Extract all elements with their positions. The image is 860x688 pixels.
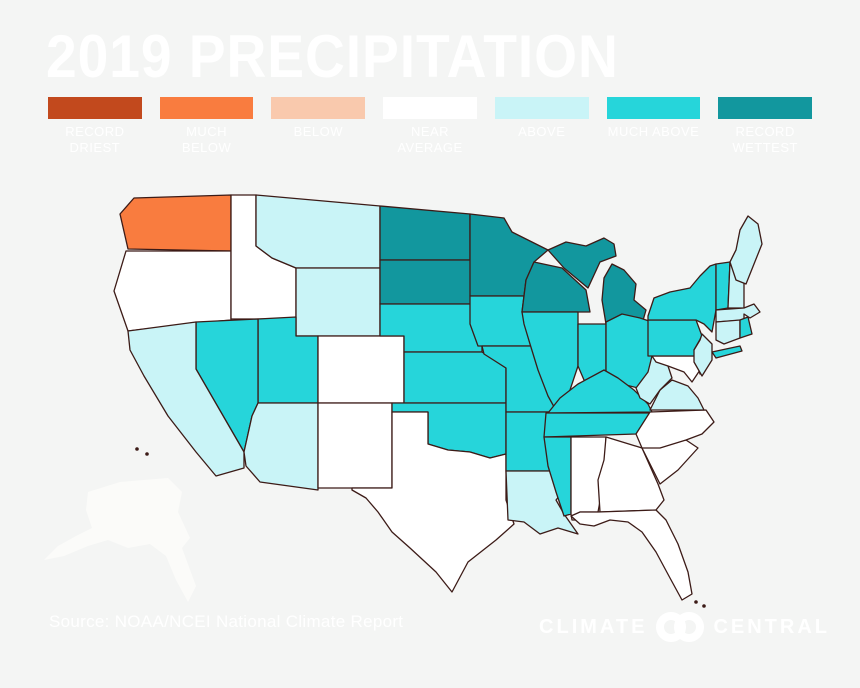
island-dot [694,600,698,604]
state-co [317,335,405,404]
legend-item-above: ABOVE [494,97,589,157]
state-fl [570,509,693,601]
state-nc [635,409,715,449]
legend-swatch-record-wettest [718,97,813,119]
island-dot [135,447,139,451]
state-mt [255,194,381,269]
legend-item-record-driest: RECORD DRIEST [48,97,142,157]
legend-item-record-wettest: RECORD WETTEST [718,97,813,157]
state-or [113,250,232,332]
state-wv [635,353,673,405]
page-title: 2019 PRECIPITATION [46,23,619,90]
island-dot [702,604,706,608]
state-ak [44,478,196,602]
legend-swatch-below [271,97,366,119]
legend-item-much-below: MUCH BELOW [159,97,254,157]
legend-label-much-below: MUCH BELOW [181,124,232,156]
state-ny-li [711,345,743,359]
state-sd [379,259,475,305]
state-wy [295,267,381,337]
climate-central-logo: CLIMATE CENTRAL [539,610,830,644]
state-ct [715,319,741,345]
legend-swatch-record-driest [48,97,142,119]
state-ca [127,321,245,477]
legend-label-record-wettest: RECORD WETTEST [732,124,798,156]
legend-label-record-driest: RECORD DRIEST [65,124,125,156]
legend-item-much-above: MUCH ABOVE [606,97,701,157]
legend-swatch-near-average [383,97,477,119]
state-ri [739,316,753,339]
state-az [243,402,319,491]
legend-item-near-average: NEAR AVERAGE [383,97,477,157]
legend: RECORD DRIEST MUCH BELOW BELOW NEAR AVER… [48,97,813,157]
legend-item-below: BELOW [271,97,366,157]
state-tn [543,412,651,438]
legend-label-above: ABOVE [518,124,566,139]
state-tx [351,411,515,593]
climate-central-rings-icon [656,612,705,642]
logo-word-central: CENTRAL [713,615,830,638]
legend-label-below: BELOW [293,124,344,139]
state-wi [521,261,591,313]
state-ks [403,351,507,404]
legend-label-much-above: MUCH ABOVE [607,124,700,139]
state-nj [693,333,713,377]
state-me [729,215,763,285]
legend-label-near-average: NEAR AVERAGE [397,124,463,156]
island-dot [145,452,149,456]
source-attribution: Source: NOAA/NCEI National Climate Repor… [49,612,404,631]
state-mi-up [547,237,617,289]
legend-swatch-above [494,97,589,119]
state-wa [119,194,232,252]
legend-swatch-much-below [159,97,254,119]
state-nd [379,205,471,261]
state-nm [317,402,393,489]
logo-word-climate: CLIMATE [539,615,648,638]
legend-swatch-much-above [606,97,701,119]
